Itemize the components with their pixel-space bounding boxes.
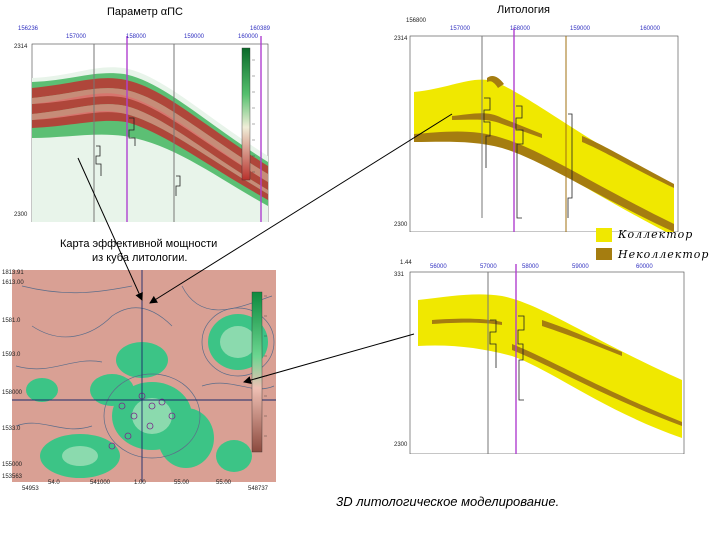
map-left-label-3: 1581.0 [2,318,21,324]
lit2-top-label-2: 56000 [430,264,447,270]
map-left-label-2: 1613.00 [2,280,24,286]
map-left-label-8: 153563 [2,474,23,480]
thickness-map-panel: 1813.91 1613.00 1581.0 1593.0 158000 153… [2,266,280,496]
map-bottom-label-3: 541000 [90,480,111,486]
map-bottom-label-5: 55.00 [174,480,190,486]
figure-caption: 3D литологическое моделирование. [336,494,560,509]
map-bottom-label-7: 548737 [248,486,269,492]
ps-top-label-1: 156236 [18,26,39,32]
lit2-top-label-4: 58000 [522,264,539,270]
lit2-top-label-3: 57000 [480,264,497,270]
ps-top-label-4: 159000 [184,34,205,40]
legend-nonreservoir-label: Неколлектор [618,248,710,261]
ps-top-label-2: 157000 [66,34,87,40]
lit-top-label-2: 157000 [450,26,471,32]
ps-left-label-1: 2314 [14,44,28,50]
map-left-label-1: 1813.91 [2,270,24,276]
map-bottom-label-4: 1.00 [134,480,146,486]
map-bottom-label-1: 54953 [22,486,39,492]
ps-top-label-5: 160000 [238,34,259,40]
legend-reservoir-label: Коллектор [618,228,694,241]
param-ps-title: Параметр αПС [107,6,183,18]
legend-reservoir-swatch [596,228,612,242]
lit-top-label-3: 158000 [510,26,531,32]
lithology-section-panel-top: 156800 157000 158000 159000 160000 2314 … [392,18,682,232]
lithology-title: Литология [497,4,550,16]
lit2-top-label-6: 60000 [636,264,653,270]
map-title-line1: Карта эффективной мощности [60,238,218,250]
ps-top-label-3: 158000 [126,34,147,40]
lit-top-label-1: 156800 [406,18,427,24]
map-left-label-4: 1593.0 [2,352,21,358]
legend-nonreservoir-swatch [596,248,612,262]
lit2-left-label-1: 331 [394,272,405,278]
lit-left-label-1: 2314 [394,36,408,42]
ps-top-label-6: 160389 [250,26,271,32]
lithology-section-panel-bottom: 1.44 56000 57000 58000 59000 60000 331 2… [392,260,688,454]
map-left-label-7: 155000 [2,462,23,468]
param-ps-section-panel: 156236 157000 158000 159000 160000 16038… [14,26,274,222]
lit2-top-label-5: 59000 [572,264,589,270]
map-title-line2: из куба литологии. [92,252,188,264]
map-left-label-5: 158000 [2,390,23,396]
lit-left-label-2: 2300 [394,222,408,228]
ps-left-label-2: 2300 [14,212,28,218]
map-bottom-label-2: 54.0 [48,480,60,486]
lit-top-label-5: 160000 [640,26,661,32]
lit2-top-label-1: 1.44 [400,260,412,266]
map-bottom-label-6: 55.00 [216,480,232,486]
lit-top-label-4: 159000 [570,26,591,32]
lit2-left-label-2: 2300 [394,442,408,448]
map-left-label-6: 1533.0 [2,426,21,432]
